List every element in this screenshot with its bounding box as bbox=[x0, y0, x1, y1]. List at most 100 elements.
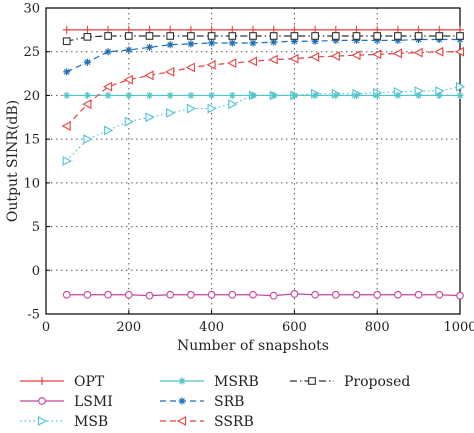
x-tick-label: 400 bbox=[199, 320, 224, 335]
data-point-msb bbox=[207, 103, 217, 114]
data-point-msrb bbox=[270, 91, 278, 100]
y-tick-label: 20 bbox=[23, 89, 40, 104]
data-point-ssrb bbox=[351, 50, 361, 61]
data-point-msb bbox=[455, 81, 466, 92]
legend-swatch-marker bbox=[178, 397, 186, 405]
legend-swatch-marker bbox=[176, 416, 187, 426]
data-point-ssrb bbox=[102, 81, 113, 92]
legend-label: LSMI bbox=[74, 394, 113, 410]
legend-item-srb: SRB bbox=[160, 394, 244, 410]
data-point-ssrb bbox=[392, 48, 402, 59]
series-msrb bbox=[63, 91, 464, 100]
data-point-opt bbox=[62, 25, 71, 34]
legend-swatch-marker bbox=[37, 416, 48, 426]
data-point-ssrb bbox=[372, 49, 382, 60]
data-point-msb bbox=[228, 99, 238, 110]
data-point-msrb bbox=[311, 91, 319, 100]
data-point-proposed bbox=[290, 32, 299, 40]
data-point-lsmi bbox=[290, 290, 299, 298]
data-point-lsmi bbox=[207, 290, 216, 299]
legend-label: Proposed bbox=[344, 374, 410, 390]
data-point-msrb bbox=[63, 91, 71, 100]
series-lines bbox=[61, 25, 466, 300]
legend-label: MSB bbox=[74, 414, 108, 430]
data-point-ssrb bbox=[289, 53, 299, 64]
data-point-lsmi bbox=[83, 290, 92, 299]
data-point-srb bbox=[249, 39, 257, 47]
y-tick-label: 25 bbox=[23, 45, 40, 60]
data-point-ssrb bbox=[123, 74, 133, 85]
legend-item-lsmi: LSMI bbox=[20, 394, 113, 410]
data-point-ssrb bbox=[227, 58, 237, 68]
x-tick-label: 600 bbox=[282, 320, 307, 335]
data-point-msrb bbox=[456, 91, 464, 100]
axes bbox=[45, 7, 461, 315]
data-point-lsmi bbox=[269, 291, 278, 300]
data-point-ssrb bbox=[82, 99, 92, 110]
data-point-msrb bbox=[352, 91, 361, 100]
data-point-srb bbox=[125, 46, 133, 54]
legend: OPT LSMI MSB MSRB SRB SSRB Proposed bbox=[20, 374, 410, 430]
data-point-proposed bbox=[207, 32, 216, 40]
data-point-proposed bbox=[394, 32, 402, 40]
data-point-ssrb bbox=[268, 54, 278, 65]
data-point-proposed bbox=[166, 32, 175, 40]
data-point-msrb bbox=[187, 91, 195, 100]
data-point-srb bbox=[104, 48, 112, 56]
data-point-lsmi bbox=[166, 290, 175, 299]
x-tick-label: 1000 bbox=[443, 320, 474, 335]
data-point-lsmi bbox=[311, 290, 319, 299]
data-point-lsmi bbox=[145, 291, 154, 300]
data-point-proposed bbox=[228, 32, 237, 40]
data-point-proposed bbox=[187, 32, 195, 40]
legend-item-msrb: MSRB bbox=[160, 374, 259, 390]
data-point-msb bbox=[145, 112, 155, 123]
legend-swatch-marker bbox=[38, 397, 46, 405]
data-point-srb bbox=[228, 39, 236, 47]
data-point-proposed bbox=[311, 32, 319, 40]
y-tick-label: 15 bbox=[23, 133, 40, 148]
data-point-ssrb bbox=[206, 59, 216, 70]
data-point-msrb bbox=[125, 91, 133, 100]
y-tick-label: 10 bbox=[23, 176, 40, 191]
data-point-msrb bbox=[145, 91, 154, 100]
data-point-ssrb bbox=[434, 46, 444, 57]
legend-item-msb: MSB bbox=[20, 414, 108, 430]
data-point-proposed bbox=[269, 32, 278, 40]
data-point-proposed bbox=[414, 32, 423, 40]
data-point-proposed bbox=[435, 32, 444, 40]
y-tick-label: 30 bbox=[23, 2, 40, 17]
data-point-lsmi bbox=[62, 290, 71, 299]
data-point-srb bbox=[145, 43, 154, 51]
x-tick-label: 800 bbox=[365, 320, 390, 335]
legend-swatch-marker bbox=[308, 377, 316, 385]
data-point-msrb bbox=[228, 91, 236, 100]
data-point-lsmi bbox=[435, 290, 444, 299]
legend-item-opt: OPT bbox=[20, 374, 105, 390]
data-point-lsmi bbox=[414, 290, 423, 299]
data-point-msrb bbox=[83, 91, 91, 100]
y-axis-label: Output SINR(dB) bbox=[5, 100, 21, 222]
data-point-srb bbox=[83, 58, 91, 66]
data-point-lsmi bbox=[373, 290, 382, 299]
plot-frame bbox=[45, 7, 461, 315]
series-proposed bbox=[62, 32, 464, 46]
data-point-lsmi bbox=[352, 290, 361, 299]
data-point-msrb bbox=[249, 91, 257, 100]
data-point-msb bbox=[124, 116, 134, 127]
x-tick-label: 0 bbox=[42, 320, 50, 335]
series-line-ssrb bbox=[66, 51, 460, 127]
legend-label: OPT bbox=[74, 374, 105, 390]
data-point-msrb bbox=[415, 91, 423, 100]
data-point-srb bbox=[187, 40, 195, 48]
data-point-ssrb bbox=[309, 52, 320, 62]
data-point-srb bbox=[166, 41, 174, 49]
series-srb bbox=[63, 35, 464, 76]
legend-item-proposed: Proposed bbox=[290, 374, 410, 390]
data-point-lsmi bbox=[331, 290, 340, 299]
data-point-proposed bbox=[373, 32, 382, 40]
legend-swatch-marker bbox=[178, 377, 186, 385]
series-opt bbox=[62, 25, 464, 34]
data-point-ssrb bbox=[165, 66, 175, 77]
